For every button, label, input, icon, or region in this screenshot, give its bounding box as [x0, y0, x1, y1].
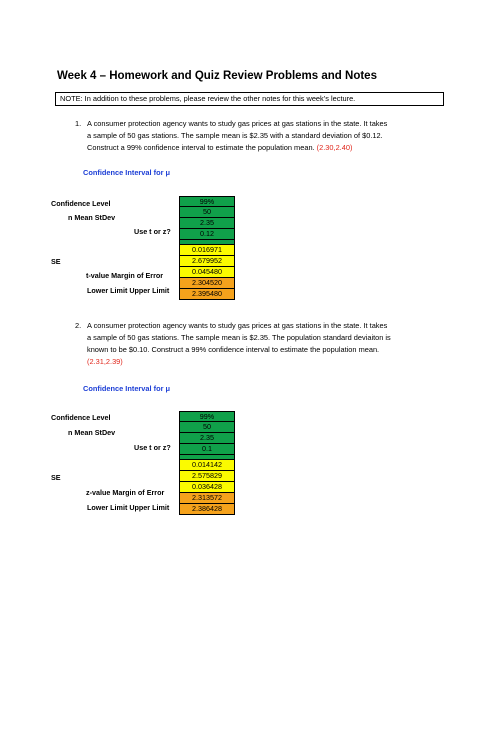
answer: (2.30,2.40)	[316, 143, 353, 152]
label-n-mean-stdev: n Mean StDev	[68, 428, 116, 437]
problem-line: A consumer protection agency wants to st…	[87, 321, 388, 330]
problem-line: Construct a 99% confidence interval to e…	[87, 142, 387, 154]
cell-se: 0.014142	[179, 460, 235, 471]
results-table: 99% 50 2.35 0.12 0.016971 2.679952 0.045…	[179, 196, 235, 300]
label-use-t-or-z: Use t or z?	[134, 227, 171, 236]
problem-line: A consumer protection agency wants to st…	[87, 119, 388, 128]
cell-critical-value: 2.575829	[179, 471, 235, 482]
problem-number: 2.	[75, 321, 82, 330]
problem-2: 2. A consumer protection agency wants to…	[75, 320, 445, 370]
cell-stdev: 0.1	[179, 444, 235, 455]
cell-margin: 0.036428	[179, 482, 235, 493]
problem-line: a sample of 50 gas stations. The sample …	[87, 333, 391, 342]
label-limits: Lower Limit Upper Limit	[87, 286, 170, 295]
label-value-margin: t-value Margin of Error	[86, 271, 164, 280]
cell-se: 0.016971	[179, 245, 235, 256]
problem-line: known to be $0.10. Construct a 99% confi…	[87, 345, 380, 354]
label-confidence-level: Confidence Level	[51, 413, 111, 422]
cell-confidence: 99%	[179, 196, 235, 207]
problem-line-text: Construct a 99% confidence interval to e…	[87, 143, 315, 152]
label-value-margin: z-value Margin of Error	[86, 488, 165, 497]
cell-critical-value: 2.679952	[179, 256, 235, 267]
cell-stdev: 0.12	[179, 229, 235, 240]
label-se: SE	[51, 257, 61, 266]
lecture-note: NOTE: In addition to these problems, ple…	[55, 92, 444, 106]
label-se: SE	[51, 473, 61, 482]
cell-n: 50	[179, 422, 235, 433]
page-title: Week 4 – Homework and Quiz Review Proble…	[57, 70, 377, 82]
cell-n: 50	[179, 207, 235, 218]
cell-blank	[179, 455, 235, 460]
label-n-mean-stdev: n Mean StDev	[68, 213, 116, 222]
label-limits: Lower Limit Upper Limit	[87, 503, 170, 512]
problem-line: a sample of 50 gas stations. The sample …	[87, 131, 383, 140]
ci-title: Confidence Interval for μ	[83, 168, 171, 177]
label-use-t-or-z: Use t or z?	[134, 443, 171, 452]
cell-mean: 2.35	[179, 218, 235, 229]
problem-1: 1. A consumer protection agency wants to…	[75, 118, 435, 158]
cell-lower-limit: 2.313572	[179, 493, 235, 504]
problem-number: 1.	[75, 119, 82, 128]
cell-upper-limit: 2.395480	[179, 289, 235, 300]
cell-confidence: 99%	[179, 411, 235, 422]
results-table: 99% 50 2.35 0.1 0.014142 2.575829 0.0364…	[179, 411, 235, 515]
cell-mean: 2.35	[179, 433, 235, 444]
answer: (2.31,2.39)	[87, 357, 123, 366]
cell-blank	[179, 240, 235, 245]
problem-text: A consumer protection agency wants to st…	[87, 320, 391, 368]
label-confidence-level: Confidence Level	[51, 199, 111, 208]
cell-upper-limit: 2.386428	[179, 504, 235, 515]
cell-lower-limit: 2.304520	[179, 278, 235, 289]
cell-margin: 0.045480	[179, 267, 235, 278]
problem-text: A consumer protection agency wants to st…	[87, 118, 387, 154]
ci-title: Confidence Interval for μ	[83, 384, 171, 393]
